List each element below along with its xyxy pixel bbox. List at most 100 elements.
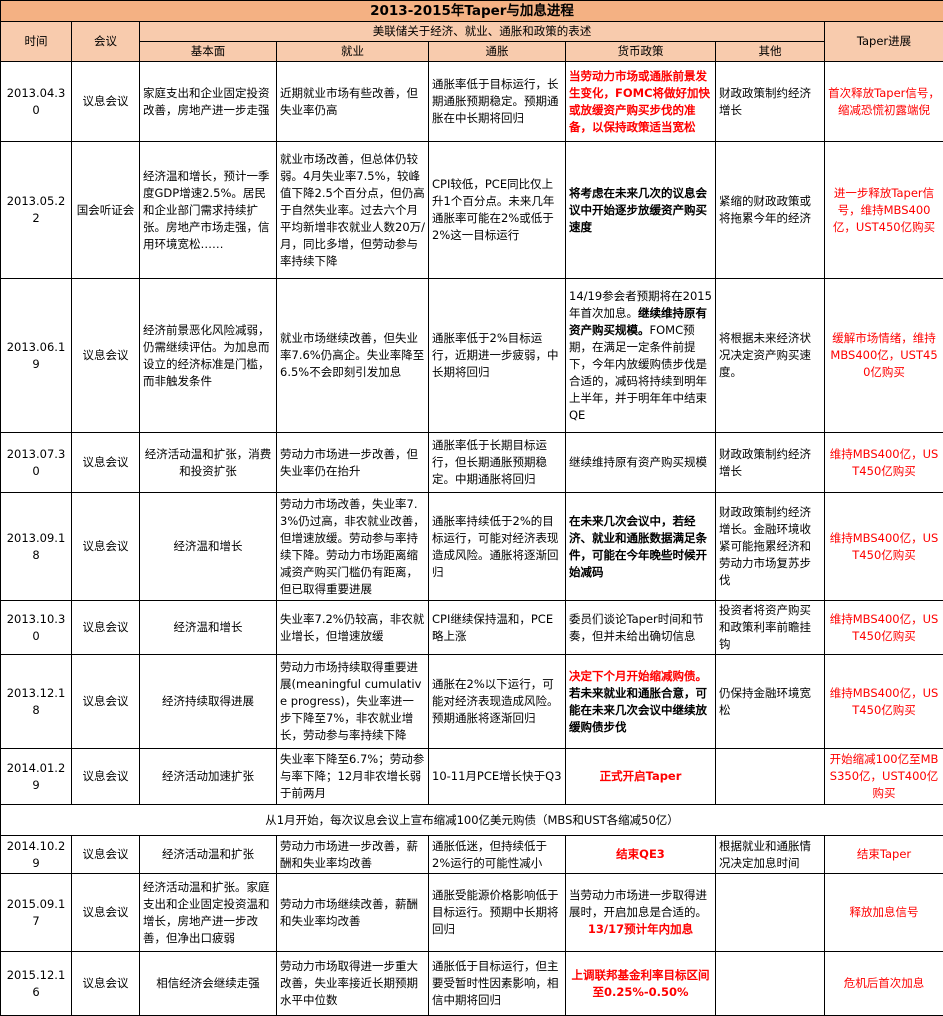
- cell-taper-progress: 首次释放Taper信号，缩减恐慌初露端倪: [825, 62, 943, 142]
- cell-employment: 劳动力市场取得进一步重大改善，失业率接近长期预期水平中位数: [277, 952, 429, 1016]
- cell-date: 2015.09.17: [1, 874, 72, 952]
- cell-monetary-policy: 在未来几次会议中，若经济、就业和通胀数据满足条件，可能在今年晚些时候开始减码: [566, 493, 716, 601]
- cell-employment: 近期就业市场有些改善，但失业率仍高: [277, 62, 429, 142]
- cell-fundamentals: 经济活动温和扩张: [140, 836, 277, 874]
- cell-fundamentals: 经济活动加速扩张: [140, 749, 277, 805]
- cell-meeting: 议息会议: [72, 655, 140, 749]
- cell-monetary-policy: 当劳动力市场进一步取得进展时，开启加息是合适的。13/17预计年内加息: [566, 874, 716, 952]
- cell-employment: 失业率下降至6.7%；劳动参与率下降；12月非农增长弱于前两月: [277, 749, 429, 805]
- policy-text-part: 在未来几次会议中，若经济、就业和通胀数据满足条件，可能在今年晚些时候开始减码: [569, 514, 707, 579]
- cell-taper-progress: 维持MBS400亿，UST450亿购买: [825, 655, 943, 749]
- cell-employment: 劳动力市场进一步改善，但失业率仍在抬升: [277, 433, 429, 493]
- cell-inflation: 通胀受能源价格影响低于目标运行。预期中长期将回归: [429, 874, 566, 952]
- policy-text-part: 若未来就业和通胀合意，可能在未来几次会议中继续放缓购债步伐: [569, 686, 707, 734]
- cell-monetary-policy: 委员们谈论Taper时间和节奏，但并未给出确切信息: [566, 601, 716, 655]
- cell-other: [716, 749, 825, 805]
- cell-fundamentals: 经济温和增长: [140, 601, 277, 655]
- cell-date: 2013.09.18: [1, 493, 72, 601]
- taper-note: 从1月开始，每次议息会议上宣布缩减100亿美元购债（MBS和UST各缩减50亿）: [1, 805, 943, 836]
- cell-inflation: 通胀率持续低于2%的目标运行，可能对经济表现造成风险。通胀将逐渐回归: [429, 493, 566, 601]
- cell-inflation: 10-11月PCE增长快于Q3: [429, 749, 566, 805]
- cell-fundamentals: 经济持续取得进展: [140, 655, 277, 749]
- cell-inflation: 通胀低于目标运行，但主要受暂时性因素影响，相信中期将回归: [429, 952, 566, 1016]
- cell-taper-progress: 释放加息信号: [825, 874, 943, 952]
- table-body-1: 2013.04.30 议息会议 家庭支出和企业固定投资改善，房地产进一步走强近期就业…: [1, 62, 943, 805]
- cell-fundamentals: 经济活动温和扩张，消费和投资扩张: [140, 433, 277, 493]
- cell-other: 将根据未来经济状况决定资产购买速度。: [716, 279, 825, 433]
- policy-text-part: 13/17预计年内加息: [569, 921, 712, 938]
- cell-date: 2013.04.30: [1, 62, 72, 142]
- header-meeting: 会议: [72, 22, 140, 62]
- cell-taper-progress: 维持MBS400亿，UST450亿购买: [825, 601, 943, 655]
- cell-other: 财政政策制约经济增长: [716, 62, 825, 142]
- header-other: 其他: [716, 42, 825, 62]
- cell-fundamentals: 经济温和增长: [140, 493, 277, 601]
- note-section: 从1月开始，每次议息会议上宣布缩减100亿美元购债（MBS和UST各缩减50亿）: [1, 805, 943, 836]
- cell-taper-progress: 进一步释放Taper信号，维持MBS400亿，UST450亿购买: [825, 142, 943, 279]
- cell-date: 2013.05.22: [1, 142, 72, 279]
- cell-fundamentals: 经济前景恶化风险减弱，仍需继续评估。为加息而设立的经济标准是门槛，而非触发条件: [140, 279, 277, 433]
- cell-taper-progress: 缓解市场情绪，维持MBS400亿，UST450亿购买: [825, 279, 943, 433]
- policy-text-part: 结束QE3: [616, 847, 665, 861]
- cell-other: 紧缩的财政政策或将拖累今年的经济: [716, 142, 825, 279]
- cell-other: 投资者将资产购买和政策利率前瞻挂钩: [716, 601, 825, 655]
- cell-other: 仍保持金融环境宽松: [716, 655, 825, 749]
- cell-employment: 劳动力市场进一步改善，薪酬和失业率均改善: [277, 836, 429, 874]
- cell-inflation: 通胀低迷，但持续低于2%运行的可能性减小: [429, 836, 566, 874]
- cell-taper-progress: 结束Taper: [825, 836, 943, 874]
- policy-text-part: 正式开启Taper: [600, 769, 682, 783]
- policy-text-part: 继续维持原有资产购买规模: [569, 455, 707, 469]
- policy-text-part: FOMC预期，在满足一定条件前提下，今年内放缓购债步伐是合适的，减码将持续到明年…: [569, 323, 707, 422]
- cell-fundamentals: 经济温和增长，预计一季度GDP增速2.5%。居民和企业部门需求持续扩张。房地产市…: [140, 142, 277, 279]
- header-time: 时间: [1, 22, 72, 62]
- cell-taper-progress: 危机后首次加息: [825, 952, 943, 1016]
- table-title: 2013-2015年Taper与加息进程: [1, 1, 943, 22]
- policy-text-part: 当劳动力市场或通胀前景发生变化，FOMC将做好加快或放缓资产购买步伐的准备，以保…: [569, 69, 710, 134]
- cell-monetary-policy: 当劳动力市场或通胀前景发生变化，FOMC将做好加快或放缓资产购买步伐的准备，以保…: [566, 62, 716, 142]
- cell-monetary-policy: 决定下个月开始缩减购债。若未来就业和通胀合意，可能在未来几次会议中继续放缓购债步…: [566, 655, 716, 749]
- cell-meeting: 议息会议: [72, 433, 140, 493]
- cell-date: 2015.12.16: [1, 952, 72, 1016]
- cell-monetary-policy: 上调联邦基金利率目标区间至0.25%-0.50%: [566, 952, 716, 1016]
- cell-monetary-policy: 继续维持原有资产购买规模: [566, 433, 716, 493]
- cell-date: 2014.01.29: [1, 749, 72, 805]
- cell-monetary-policy: 正式开启Taper: [566, 749, 716, 805]
- cell-inflation: 通胀率低于目标运行，长期通胀预期稳定。预期通胀在中长期将回归: [429, 62, 566, 142]
- cell-monetary-policy: 14/19参会者预期将在2015年首次加息。继续维持原有资产购买规模。FOMC预…: [566, 279, 716, 433]
- cell-date: 2013.07.30: [1, 433, 72, 493]
- header-statement-group: 美联储关于经济、就业、通胀和政策的表述: [140, 22, 825, 42]
- cell-other: [716, 952, 825, 1016]
- cell-date: 2014.10.29: [1, 836, 72, 874]
- cell-inflation: 通胀率低于长期目标运行，但长期通胀预期稳定。中期通胀将回归: [429, 433, 566, 493]
- header-fundamentals: 基本面: [140, 42, 277, 62]
- cell-fundamentals: 相信经济会继续走强: [140, 952, 277, 1016]
- cell-employment: 劳动力市场改善，失业率7.3%仍过高，非农就业改善，但增速放缓。劳动参与率持续下…: [277, 493, 429, 601]
- cell-inflation: 通胀率低于2%目标运行，近期进一步疲弱，中长期将回归: [429, 279, 566, 433]
- cell-meeting: 国会听证会: [72, 142, 140, 279]
- cell-taper-progress: 维持MBS400亿，UST450亿购买: [825, 433, 943, 493]
- cell-fundamentals: 家庭支出和企业固定投资改善，房地产进一步走强: [140, 62, 277, 142]
- cell-monetary-policy: 将考虑在未来几次的议息会议中开始逐步放缓资产购买速度: [566, 142, 716, 279]
- cell-date: 2013.12.18: [1, 655, 72, 749]
- cell-other: 根据就业和通胀情况决定加息时间: [716, 836, 825, 874]
- cell-date: 2013.06.19: [1, 279, 72, 433]
- cell-meeting: 议息会议: [72, 836, 140, 874]
- cell-inflation: CPI较低，PCE同比仅上升1个百分点。未来几年通胀率可能在2%或低于2%这一目…: [429, 142, 566, 279]
- cell-fundamentals: 经济活动温和扩张。家庭支出和企业固定投资温和增长，房地产进一步改善，但净出口疲弱: [140, 874, 277, 952]
- policy-text-part: 决定下个月开始缩减购债。: [569, 669, 707, 683]
- cell-other: 财政政策制约经济增长: [716, 433, 825, 493]
- policy-text-part: 将考虑在未来几次的议息会议中开始逐步放缓资产购买速度: [569, 186, 707, 234]
- cell-date: 2013.10.30: [1, 601, 72, 655]
- cell-employment: 劳动力市场继续改善，薪酬和失业率均改善: [277, 874, 429, 952]
- cell-meeting: 议息会议: [72, 279, 140, 433]
